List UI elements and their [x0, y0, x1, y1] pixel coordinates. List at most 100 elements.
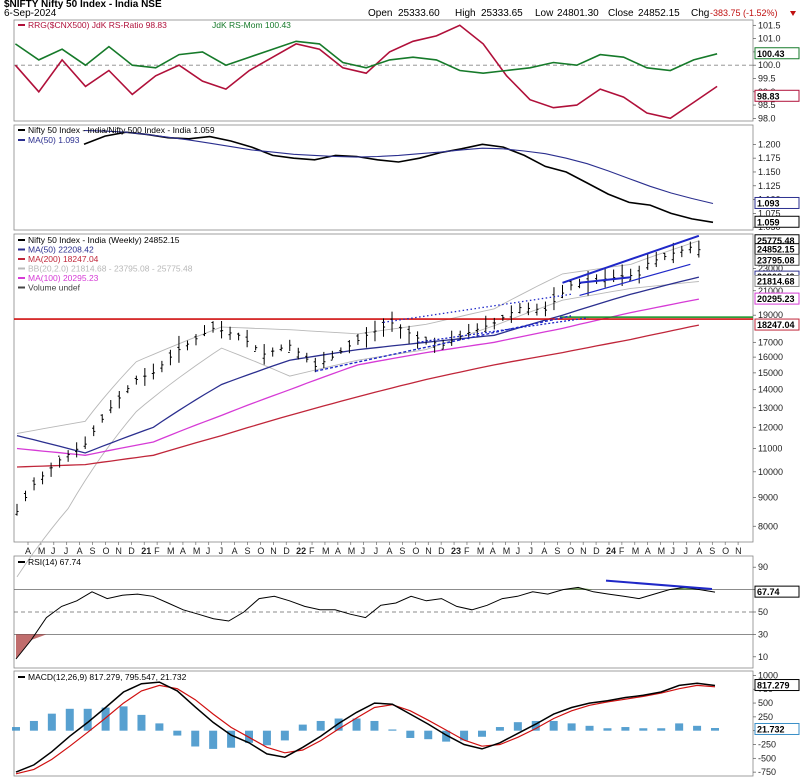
price-badge-6-box	[754, 318, 800, 331]
xtick-label: D	[128, 546, 135, 556]
panel-frame-price	[13, 233, 754, 543]
price-ytick-label: 13000	[758, 403, 783, 413]
rrg-ratio-badge-box	[754, 89, 800, 102]
marks-layer	[12, 24, 753, 775]
ratio-legend-main: Nifty 50 Index - India/Nifty 500 Index -…	[28, 125, 215, 135]
xtick-label: O	[257, 546, 264, 556]
macd-hist-badge-box	[754, 722, 800, 735]
macd-hist-bar	[460, 730, 469, 741]
panel-frame-macd	[13, 670, 754, 777]
xtick-label: M	[38, 546, 46, 556]
macd-hist-bar	[388, 729, 397, 731]
macd-hist-bar	[209, 730, 218, 749]
chart-date: 6-Sep-2024	[4, 8, 57, 19]
macd-hist-bar	[29, 720, 38, 731]
channel-lower-line	[579, 263, 691, 297]
price-badge-2-box	[754, 253, 800, 266]
ytick-label: 98.5	[758, 100, 776, 110]
price-badge-1: 24852.15	[757, 245, 795, 255]
xtick-label: S	[709, 546, 715, 556]
macd-hist-bar	[191, 730, 200, 747]
xtick-label: N	[580, 546, 587, 556]
xtick-label: J	[374, 546, 379, 556]
xtick-label: F	[154, 546, 160, 556]
chg-down-arrow-icon	[790, 11, 796, 16]
macd-hist-bar	[155, 723, 164, 731]
macd-hist-bar	[513, 722, 522, 731]
xtick-label: S	[399, 546, 405, 556]
macd-hist-bar	[424, 730, 433, 740]
ytick-label: 98.0	[758, 113, 776, 123]
panel-frame-ratio	[13, 124, 754, 231]
macd-hist-bar	[621, 727, 630, 731]
price-ytick-label: 8000	[758, 521, 778, 531]
macd-hist-bar	[83, 708, 92, 731]
macd-hist-bar	[549, 720, 558, 731]
xtick-label: A	[696, 546, 702, 556]
trendline-rising-dashed	[315, 315, 572, 372]
macd-hist-bar	[227, 730, 236, 748]
price-ytick-label: 23000	[758, 264, 783, 274]
xtick-label: N	[735, 546, 742, 556]
xtick-label: F	[619, 546, 625, 556]
price-badge-5-box	[754, 292, 800, 305]
ma100-line	[16, 298, 700, 456]
macd-hist-bar	[280, 730, 289, 741]
high-value: 25333.65	[481, 8, 523, 19]
xtick-label: A	[645, 546, 651, 556]
ytick-label: 1.200	[758, 139, 781, 149]
panel-frame-rrg	[13, 19, 754, 122]
ratio-badge-box	[754, 215, 800, 228]
rrg-legend-ratio: RRG($CNX500) JdK RS-Ratio 98.83	[28, 20, 167, 30]
ratio-ma-badge: 1.093	[757, 198, 780, 208]
macd-hist-bar	[316, 720, 325, 731]
panel-frame-rsi	[13, 555, 754, 669]
price-badge-5: 20295.23	[757, 294, 795, 304]
xtick-label: N	[115, 546, 122, 556]
macd-hist-bar	[370, 720, 379, 731]
rrg-series-1	[14, 40, 718, 75]
price-ytick-label: 15000	[758, 368, 783, 378]
macd-hist-bar	[442, 730, 451, 742]
rrg-series-0	[14, 24, 718, 120]
rsi-divergence-line	[605, 579, 713, 591]
xtick-label: A	[387, 546, 393, 556]
symbol-line: $NIFTY Nifty 50 Index - India NSE	[4, 0, 162, 10]
price-legend-1: MA(50) 22208.42	[28, 245, 94, 255]
xtick-label: J	[64, 546, 69, 556]
macd-hist-bar	[639, 728, 648, 731]
ratio-series-1	[83, 129, 714, 205]
ytick-label: 90	[758, 562, 768, 572]
xtick-label: S	[554, 546, 560, 556]
ytick-label: 1.150	[758, 167, 781, 177]
macd-hist-bar	[119, 706, 128, 731]
xtick-label: J	[516, 546, 521, 556]
xtick-label: A	[25, 546, 31, 556]
chg-value: -383.75 (-1.52%)	[710, 8, 778, 18]
macd-hist-bar	[262, 730, 271, 746]
ratio-series-0	[83, 131, 714, 224]
macd-hist-bar	[711, 728, 719, 731]
panels-layer	[13, 19, 756, 777]
price-ytick-label: 19000	[758, 310, 783, 320]
xtick-label: M	[658, 546, 666, 556]
macd-hist-bar	[567, 723, 576, 731]
macd-hist-bar	[173, 730, 182, 736]
rsi-badge-box	[754, 585, 800, 598]
price-ytick-label: 12000	[758, 422, 783, 432]
price-badge-4: 21814.68	[757, 276, 795, 286]
ytick-label: 100.0	[758, 60, 781, 70]
price-ytick-label: 17000	[758, 337, 783, 347]
rsi-badge: 67.74	[757, 587, 780, 597]
ratio-badge: 1.059	[757, 217, 780, 227]
xtick-label: A	[232, 546, 238, 556]
macd-hist-bar	[65, 708, 74, 731]
xtick-label: O	[412, 546, 419, 556]
macd-hist-bar	[657, 728, 666, 731]
price-legend-4: MA(100) 20295.23	[28, 273, 99, 283]
xtick-label: J	[671, 546, 676, 556]
xtick-label: 24	[606, 546, 616, 556]
xtick-label: M	[477, 546, 485, 556]
